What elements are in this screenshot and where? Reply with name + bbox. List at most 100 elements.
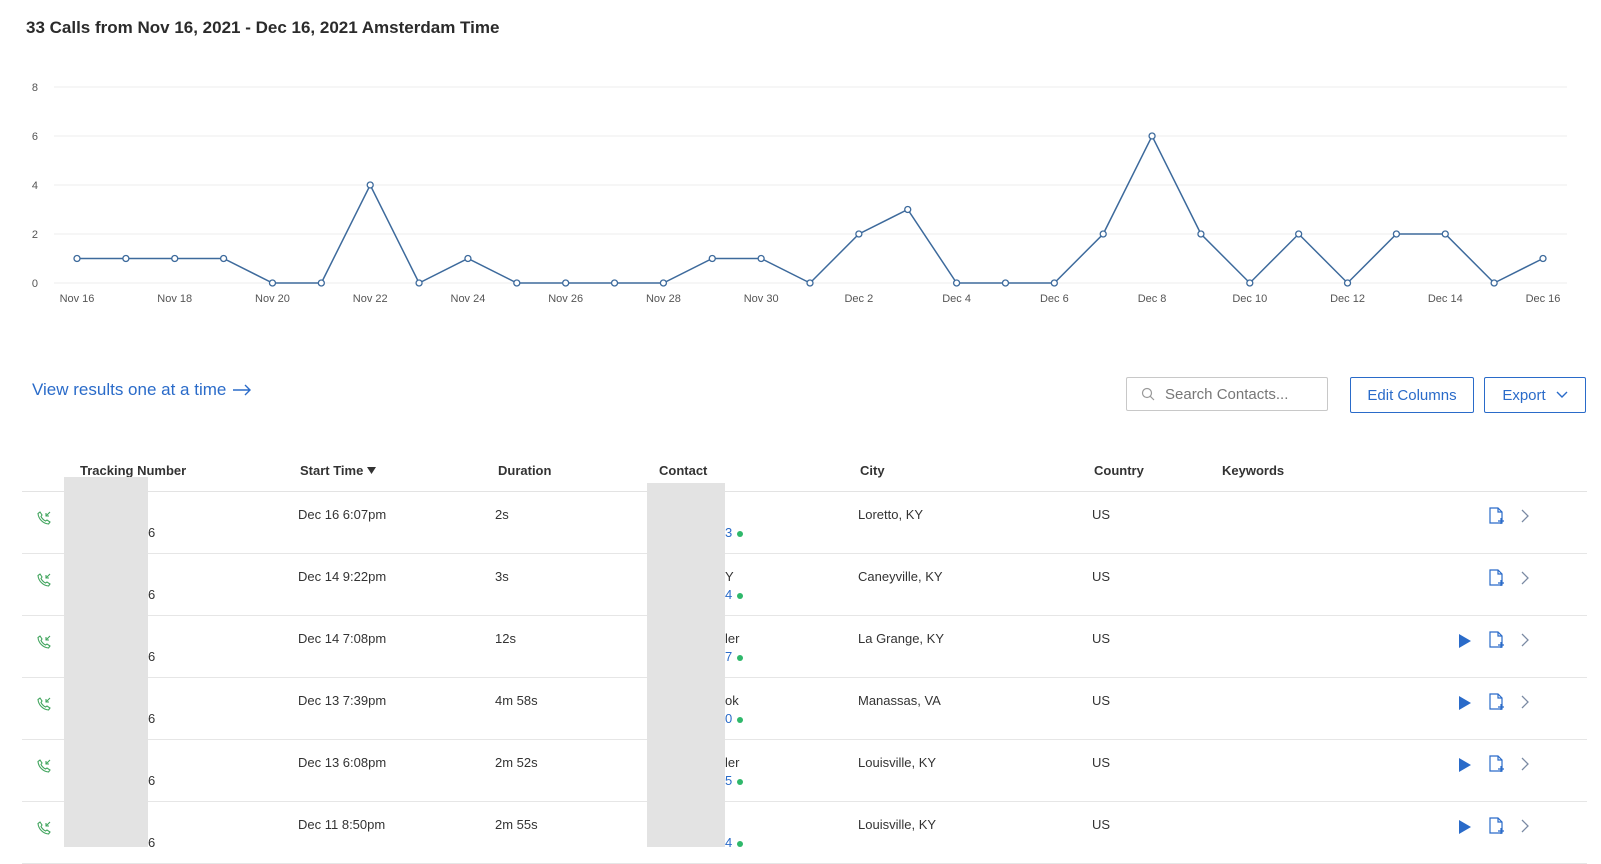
data-point[interactable] (1295, 230, 1303, 238)
contact-number-cell[interactable]: 4 (725, 835, 744, 850)
chevron-right-icon[interactable] (1521, 819, 1530, 838)
add-note-icon[interactable] (1488, 631, 1505, 654)
page-title: 33 Calls from Nov 16, 2021 - Dec 16, 202… (26, 18, 500, 37)
data-point[interactable] (562, 279, 570, 287)
chevron-right-icon[interactable] (1521, 571, 1530, 590)
data-point[interactable] (317, 279, 325, 287)
data-point[interactable] (268, 279, 277, 287)
data-point[interactable] (171, 254, 179, 263)
view-results-link[interactable]: View results one at a time (32, 380, 252, 400)
data-point[interactable] (122, 254, 130, 263)
country-cell: US (1092, 693, 1111, 708)
contact-number-cell[interactable]: 7 (725, 649, 744, 664)
data-point[interactable] (1197, 230, 1205, 238)
duration-cell: 12s (495, 631, 516, 646)
status-dot (737, 778, 744, 785)
add-note-icon[interactable] (1488, 817, 1505, 840)
data-point[interactable] (1099, 230, 1107, 238)
calls-line-chart: 0 2 4 6 8 Nov 16 Nov 18 Nov 20 Nov 22 Nov 24 Nov 2… (32, 82, 1567, 305)
data-point[interactable] (513, 279, 521, 287)
export-button[interactable]: Export (1484, 377, 1586, 413)
chevron-right-icon[interactable] (1521, 633, 1530, 652)
table-row[interactable]: 6 Dec 13 6:08pm 2m 52s ler 5 Louisville, KY US (22, 740, 1587, 802)
x-tick-label: Nov 30 (744, 293, 779, 305)
add-note-icon[interactable] (1488, 569, 1505, 592)
table-row[interactable]: 6 Dec 14 9:22pm 3s Y 4 Caneyville, KY US (22, 554, 1587, 616)
chevron-right-icon[interactable] (1521, 695, 1530, 714)
x-tick-label: Dec 14 (1428, 293, 1463, 305)
contact-name-cell[interactable]: ler (725, 631, 740, 646)
data-point[interactable] (1539, 254, 1547, 263)
column-contact[interactable]: Contact (659, 463, 708, 478)
data-point[interactable] (952, 279, 961, 287)
table-row[interactable]: 6 Dec 16 6:07pm 2s 3 Loretto, KY US (22, 492, 1587, 554)
add-note-icon[interactable] (1488, 693, 1505, 716)
data-point[interactable] (757, 254, 765, 263)
data-point[interactable] (855, 230, 863, 238)
data-point[interactable] (708, 254, 716, 263)
column-city[interactable]: City (860, 463, 885, 478)
play-icon[interactable] (1458, 757, 1472, 778)
contact-number-cell[interactable]: 0 (725, 711, 744, 726)
country-cell: US (1092, 507, 1111, 522)
x-tick-label: Dec 2 (844, 293, 873, 305)
add-note-icon[interactable] (1488, 755, 1505, 778)
data-point[interactable] (1050, 279, 1058, 287)
y-tick-label: 8 (32, 82, 38, 94)
column-country[interactable]: Country (1094, 463, 1144, 478)
data-point[interactable] (464, 254, 472, 263)
contact-name-cell[interactable]: ler (725, 755, 740, 770)
contact-number-cell[interactable]: 3 (725, 525, 744, 540)
data-point[interactable] (73, 254, 81, 263)
data-point[interactable] (1392, 230, 1401, 238)
data-point[interactable] (1246, 279, 1254, 287)
search-contacts-input[interactable] (1163, 384, 1317, 404)
data-point[interactable] (219, 254, 228, 263)
search-contacts-box[interactable] (1126, 377, 1328, 411)
table-row[interactable]: 6 Dec 14 7:08pm 12s ler 7 La Grange, KY US (22, 616, 1587, 678)
edit-columns-button[interactable]: Edit Columns (1350, 377, 1474, 413)
x-tick-label: Nov 16 (60, 293, 95, 305)
duration-cell: 4m 58s (495, 693, 538, 708)
tracking-number-cell: 6 (148, 773, 156, 788)
data-point[interactable] (806, 279, 814, 287)
data-point[interactable] (1441, 230, 1449, 238)
column-duration[interactable]: Duration (498, 463, 552, 478)
chevron-right-icon[interactable] (1521, 757, 1530, 776)
play-icon[interactable] (1458, 633, 1472, 654)
table-row[interactable]: 6 Dec 13 7:39pm 4m 58s ok 0 Manassas, VA US (22, 678, 1587, 740)
data-point[interactable] (1490, 279, 1498, 287)
data-point[interactable] (610, 279, 619, 287)
x-tick-label: Dec 10 (1232, 293, 1267, 305)
data-point[interactable] (904, 205, 912, 214)
status-dot (737, 716, 744, 723)
redacted-contacts (647, 483, 725, 847)
contact-name-cell[interactable]: ok (725, 693, 739, 708)
data-point[interactable] (415, 279, 423, 287)
chevron-right-icon[interactable] (1521, 509, 1530, 528)
contact-number-text: 3 (725, 525, 733, 540)
play-icon[interactable] (1458, 695, 1472, 716)
column-start-time[interactable]: Start Time (300, 463, 377, 478)
contact-name-cell[interactable]: Y (725, 569, 734, 584)
x-tick-label: Nov 22 (353, 293, 388, 305)
contact-number-text: 4 (725, 835, 733, 850)
play-icon[interactable] (1458, 819, 1472, 840)
column-tracking-number[interactable]: Tracking Number (80, 463, 187, 478)
contact-number-cell[interactable]: 4 (725, 587, 744, 602)
duration-cell: 3s (495, 569, 509, 584)
table-row[interactable]: 6 Dec 11 8:50pm 2m 55s 4 Louisville, KY US (22, 802, 1587, 864)
column-keywords[interactable]: Keywords (1222, 463, 1285, 478)
start-time-cell: Dec 11 8:50pm (298, 817, 386, 832)
data-point[interactable] (1001, 279, 1010, 287)
contact-number-cell[interactable]: 5 (725, 773, 744, 788)
add-note-icon[interactable] (1488, 507, 1505, 530)
contact-number-text: 0 (725, 711, 733, 726)
city-cell: Loretto, KY (858, 507, 924, 522)
data-point[interactable] (659, 279, 668, 287)
data-point[interactable] (1148, 132, 1156, 140)
country-cell: US (1092, 755, 1111, 770)
data-point[interactable] (1343, 279, 1352, 287)
table-body: 6 Dec 16 6:07pm 2s 3 Loretto, KY US 6 Dec 14 9:… (22, 492, 1587, 864)
data-point[interactable] (366, 181, 374, 189)
